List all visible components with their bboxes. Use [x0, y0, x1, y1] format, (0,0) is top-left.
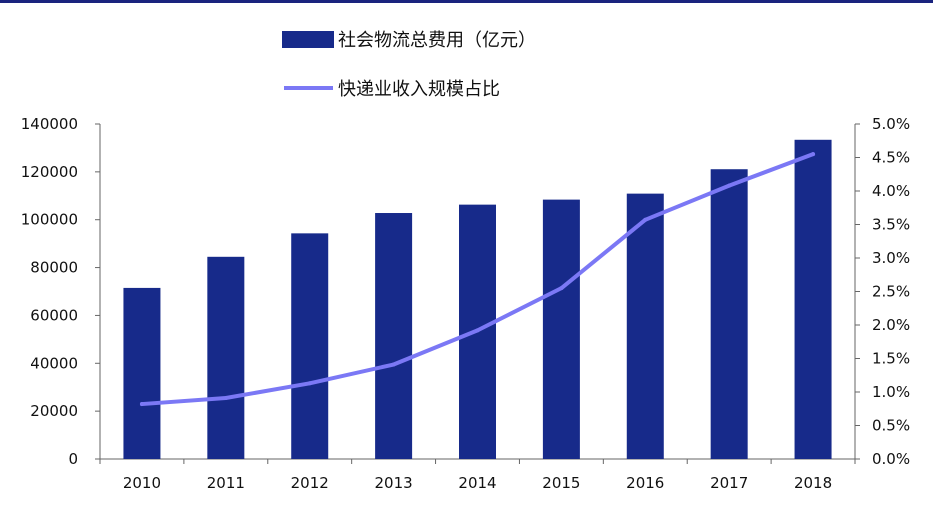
x-tick-label: 2017	[710, 474, 748, 492]
right-tick-label: 5.0%	[872, 115, 910, 133]
line-point	[139, 402, 144, 407]
top-rule	[0, 0, 933, 3]
x-tick-label: 2010	[123, 474, 161, 492]
line-point	[727, 183, 732, 188]
x-tick-label: 2014	[458, 474, 496, 492]
right-tick-label: 1.5%	[872, 350, 910, 368]
legend-swatch-bar	[282, 31, 334, 48]
bar	[794, 139, 832, 460]
line-point	[223, 396, 228, 401]
left-tick-label: 40000	[30, 354, 78, 372]
x-tick-label: 2012	[291, 474, 329, 492]
bar	[207, 256, 245, 459]
legend-label-bar: 社会物流总费用（亿元）	[338, 30, 536, 51]
left-tick-label: 60000	[30, 306, 78, 324]
line-point	[307, 381, 312, 386]
left-tick-label: 0	[68, 450, 78, 468]
line-point	[559, 286, 564, 291]
left-tick-label: 120000	[21, 163, 78, 181]
right-tick-label: 2.0%	[872, 316, 910, 334]
bar	[375, 213, 413, 459]
right-tick-label: 4.0%	[872, 182, 910, 200]
line-point	[475, 328, 480, 333]
x-tick-label: 2011	[207, 474, 245, 492]
bar	[291, 233, 329, 459]
left-tick-label: 140000	[21, 115, 78, 133]
right-tick-label: 3.5%	[872, 216, 910, 234]
right-tick-label: 4.5%	[872, 149, 910, 167]
bar	[123, 287, 161, 459]
x-tick-label: 2013	[375, 474, 413, 492]
line-point	[811, 152, 816, 157]
x-tick-label: 2015	[542, 474, 580, 492]
right-tick-label: 0.0%	[872, 450, 910, 468]
bar	[542, 199, 580, 459]
legend-label-line: 快递业收入规模占比	[338, 79, 500, 100]
right-tick-label: 3.0%	[872, 249, 910, 267]
right-tick-label: 0.5%	[872, 417, 910, 435]
line-point	[391, 362, 396, 367]
right-tick-label: 2.5%	[872, 283, 910, 301]
line-point	[643, 217, 648, 222]
right-tick-label: 1.0%	[872, 383, 910, 401]
left-tick-label: 100000	[21, 211, 78, 229]
x-tick-label: 2018	[794, 474, 832, 492]
bar	[710, 169, 748, 459]
left-tick-label: 20000	[30, 402, 78, 420]
left-tick-label: 80000	[30, 259, 78, 277]
bar	[626, 193, 664, 459]
x-tick-label: 2016	[626, 474, 664, 492]
